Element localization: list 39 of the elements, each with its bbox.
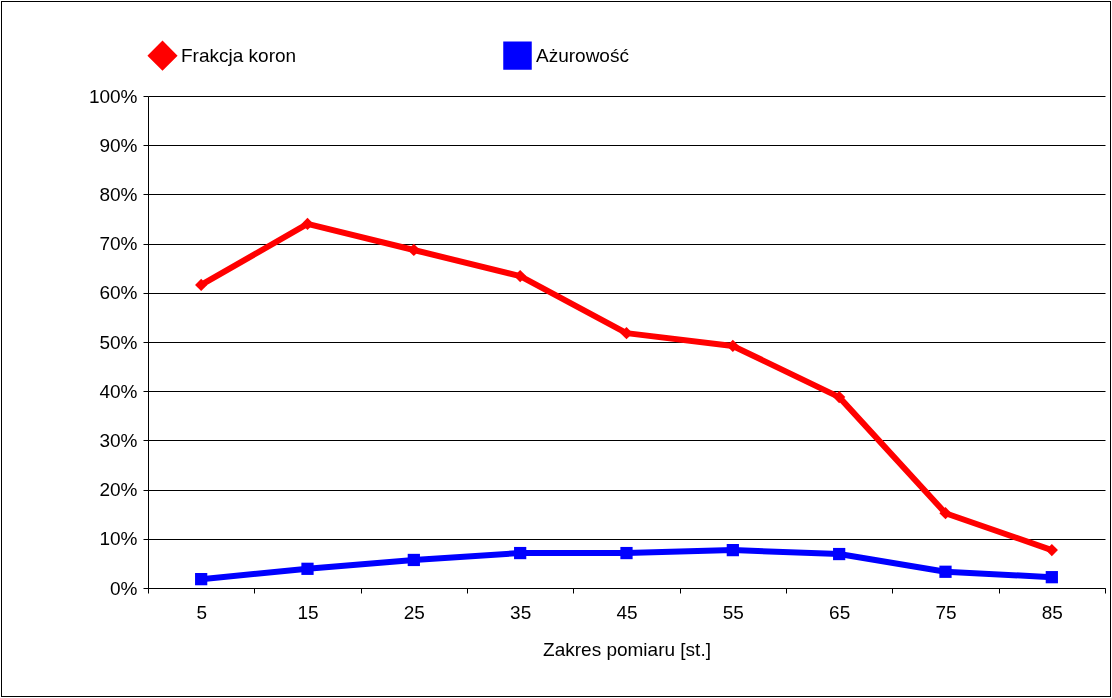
point [1045,571,1058,584]
x-tick-label: 15 [297,601,319,623]
point [939,507,952,520]
x-tick-label: 65 [829,601,851,623]
legend-label: Frakcja koron [181,44,297,66]
x-tick-label: 35 [510,601,532,623]
x-tick-label: 45 [616,601,638,623]
point [1045,543,1058,557]
y-tick-label: 30% [99,429,138,451]
x-tick-label: 75 [935,601,957,623]
point [833,390,846,404]
point [195,573,208,586]
y-tick-label: 60% [99,282,138,304]
point [939,565,952,578]
legend-label: Ażurowość [536,44,629,66]
x-tick-label: 5 [196,601,207,623]
y-tick-label: 70% [99,233,138,255]
y-tick-label: 50% [99,331,138,353]
point [195,278,208,292]
point [726,543,739,557]
y-tick-label: 90% [99,134,138,156]
point [407,243,420,257]
point [301,562,314,575]
point [301,217,314,231]
x-axis-title: Zakres pomiaru [st.] [543,638,711,660]
point [407,553,420,567]
point [833,547,846,561]
y-tick-label: 100% [88,85,138,107]
x-tick-label: 85 [1041,601,1063,623]
y-tick-label: 10% [99,528,138,550]
point [620,546,633,560]
point [514,269,527,283]
y-tick-label: 20% [99,479,138,501]
y-tick-label: 0% [110,577,138,599]
y-tick-label: 80% [99,183,138,205]
y-tick-label: 40% [99,380,138,402]
x-tick-label: 25 [403,601,425,623]
x-tick-label: 55 [722,601,744,623]
point [514,546,527,560]
